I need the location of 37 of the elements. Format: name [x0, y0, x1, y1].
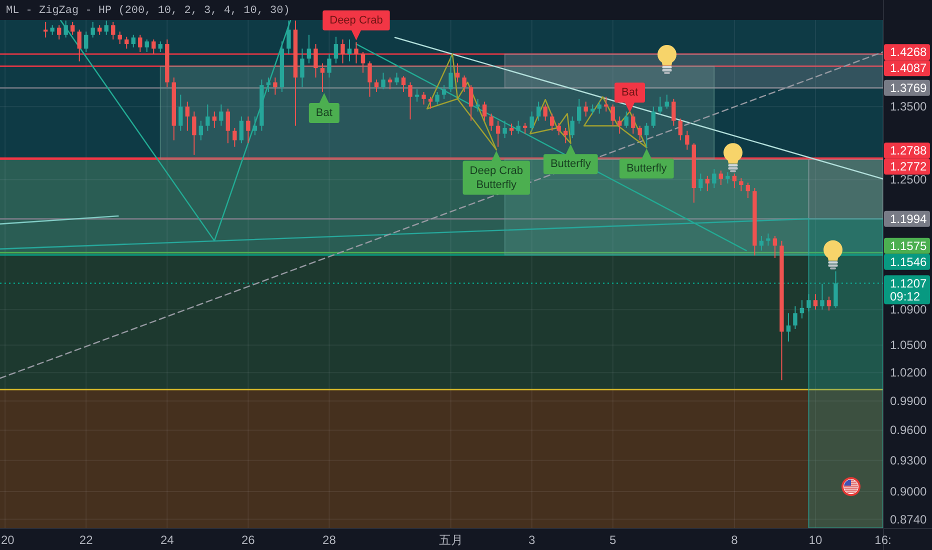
- x-tick-label: 24: [160, 533, 174, 547]
- ref-line-label: 1.1207 09:12: [890, 276, 928, 304]
- ref-line-label: 1.1546: [890, 254, 928, 269]
- y-tick-label: 1.0500: [890, 338, 928, 352]
- annotation: Deep Crab Butterfly: [470, 164, 523, 191]
- x-tick-label: 五月: [438, 533, 463, 547]
- x-tick-label: 28: [322, 533, 336, 547]
- ref-line-label: 1.2788: [890, 144, 928, 158]
- annotation: Bat: [621, 86, 638, 99]
- x-tick-label: 5: [610, 533, 617, 547]
- annotation: Butterfly: [550, 158, 592, 170]
- ref-line-label: 1.2772: [890, 160, 928, 174]
- ref-line-label: 1.4268: [890, 45, 928, 60]
- y-tick-label: 0.9000: [890, 484, 928, 498]
- y-tick-label: 0.9300: [890, 453, 928, 468]
- y-tick-label: 1.3500: [890, 100, 928, 114]
- x-tick-label: 3: [528, 533, 536, 547]
- y-tick-label: 0.8740: [890, 512, 928, 526]
- x-tick-label: 26: [242, 533, 256, 547]
- ref-line-label: 1.4087: [890, 61, 928, 76]
- y-tick-label: 1.0200: [890, 366, 928, 380]
- annotation: Bat: [316, 106, 332, 119]
- annotation: Deep Crab: [330, 14, 383, 26]
- y-tick-label: 1.0900: [890, 302, 928, 317]
- x-tick-label: 10: [808, 533, 822, 547]
- annotation: Butterfly: [626, 162, 668, 175]
- x-tick-label: 20: [0, 533, 15, 547]
- y-tick-label: 0.9900: [890, 394, 928, 408]
- x-tick-label: 8: [731, 533, 738, 547]
- ref-line-label: 1.1575: [890, 238, 928, 253]
- ref-line-label: 1.3769: [890, 80, 928, 95]
- x-tick-label: 22: [79, 533, 94, 547]
- y-tick-label: 0.9600: [890, 423, 928, 438]
- ref-line-label: 1.1994: [890, 212, 928, 226]
- chart-subtitle: ML - ZigZag - HP (200, 10, 2, 3, 4, 10, 30): [6, 5, 290, 17]
- y-tick-label: 1.2500: [890, 172, 928, 187]
- x-tick-label: 16:: [874, 533, 892, 547]
